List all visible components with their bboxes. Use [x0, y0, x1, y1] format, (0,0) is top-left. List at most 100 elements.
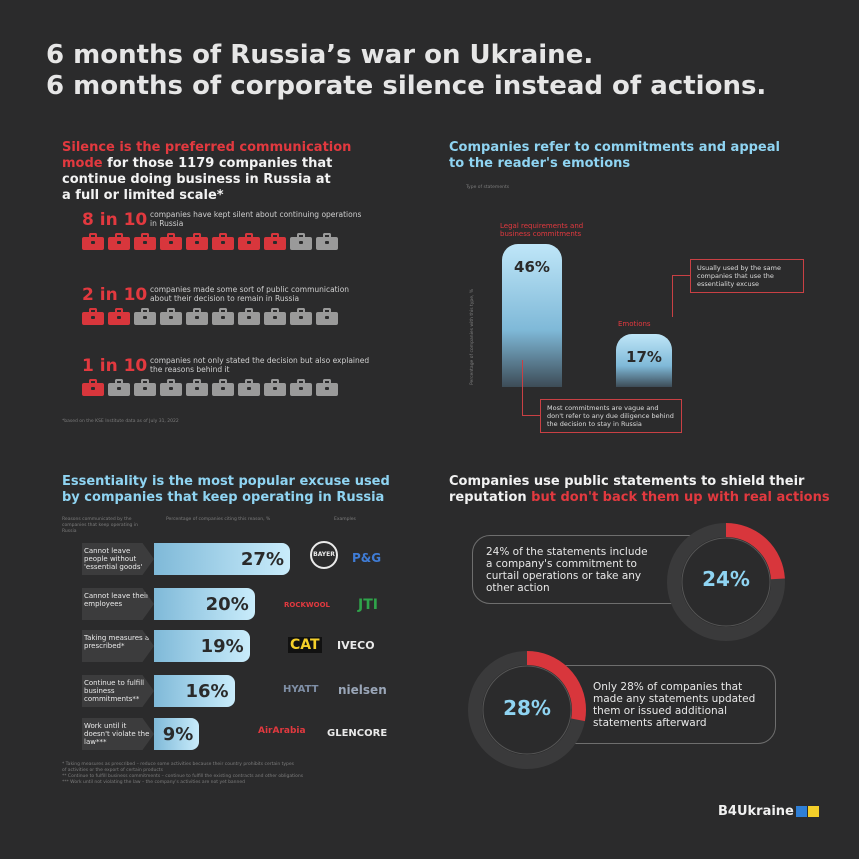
briefcase-group: [82, 233, 338, 250]
example-company-logo: ROCKWOOL: [284, 601, 330, 609]
silence-row-text: companies not only stated the decision b…: [150, 356, 370, 374]
silence-footnote: *based on the KSE Institute data as of J…: [62, 419, 179, 424]
essentiality-footnotes: * Taking measures as prescribed – reduce…: [62, 762, 382, 786]
briefcase-icon: [238, 379, 260, 396]
silence-row-text: companies made some sort of public commu…: [150, 285, 350, 303]
shield-title-white-1: Companies use public statements to shiel…: [449, 474, 805, 489]
callout-essentiality-connector-v: [672, 275, 673, 317]
silence-title-white-1: for those 1179 companies that: [102, 156, 333, 171]
callout-commitments-connector-v: [522, 360, 523, 415]
example-company-logo: JTI: [358, 597, 378, 613]
shield-title-red: but don't back them up with real actions: [526, 490, 830, 505]
stat2-donut: [468, 651, 586, 769]
briefcase-icon: [160, 308, 182, 325]
commitments-title: Companies refer to commitments and appea…: [449, 140, 789, 172]
briefcase-icon: [290, 233, 312, 250]
essentiality-col3: Examples: [334, 517, 356, 522]
briefcase-icon: [134, 233, 156, 250]
commitments-bar-value: 17%: [626, 348, 662, 367]
silence-row-ratio: 8 in 10: [82, 210, 148, 230]
briefcase-icon: [160, 233, 182, 250]
essentiality-col1: Reasons communicated by the companies th…: [62, 517, 138, 534]
silence-row-ratio: 1 in 10: [82, 356, 148, 376]
commitments-chart: 46% Legal requirements and business commi…: [490, 195, 690, 390]
essentiality-bar-value: 20%: [205, 594, 249, 615]
essentiality-reason-label: Work until it doesn't violate the law***: [82, 718, 154, 750]
donut-highlight-arc: [667, 523, 785, 641]
essentiality-bar: 19%: [154, 630, 250, 662]
donut-inner-ring: [681, 537, 771, 627]
briefcase-icon: [186, 379, 208, 396]
commitments-title-2: to the reader's emotions: [449, 156, 631, 171]
essentiality-col2: Percentage of companies citing this reas…: [166, 517, 271, 522]
essentiality-footnote-4: *** Work until not violating the law – t…: [62, 780, 246, 785]
donut-highlight-arc: [468, 651, 586, 769]
briefcase-icon: [108, 233, 130, 250]
essentiality-title-2: by companies that keep operating in Russ…: [62, 490, 385, 505]
briefcase-icon: [264, 308, 286, 325]
commitments-bar: 17%: [616, 334, 672, 387]
example-company-logo: BAYER: [310, 541, 338, 569]
briefcase-icon: [108, 308, 130, 325]
flag-yellow-square: [808, 806, 819, 817]
callout-commitments-connector: [522, 415, 540, 416]
briefcase-icon: [134, 379, 156, 396]
essentiality-bar: 27%: [154, 543, 290, 575]
silence-row: 1 in 10 companies not only stated the dec…: [82, 356, 372, 396]
headline-line-1: 6 months of Russia’s war on Ukraine.: [46, 40, 594, 70]
headline: 6 months of Russia’s war on Ukraine. 6 m…: [46, 40, 766, 102]
briefcase-group: [82, 379, 338, 396]
silence-title-white-3: a full or limited scale*: [62, 188, 224, 203]
briefcase-icon: [264, 233, 286, 250]
silence-title-white-2: continue doing business in Russia at: [62, 172, 331, 187]
briefcase-icon: [264, 379, 286, 396]
silence-title: Silence is the preferred communication m…: [62, 140, 362, 204]
example-company-logo: HYATT: [283, 684, 319, 695]
example-company-logo: nielsen: [338, 683, 387, 697]
silence-row: 2 in 10 companies made some sort of publi…: [82, 285, 372, 325]
essentiality-footnote-3: ** Continue to fulfill business commitme…: [62, 774, 304, 779]
briefcase-icon: [82, 379, 104, 396]
briefcase-icon: [186, 233, 208, 250]
essentiality-reason-label: Continue to fulfill business commitments…: [82, 675, 154, 707]
essentiality-title: Essentiality is the most popular excuse …: [62, 474, 402, 506]
example-company-logo: CAT: [288, 637, 322, 653]
essentiality-bar: 20%: [154, 588, 255, 620]
essentiality-reason-label: Cannot leave people without 'essential g…: [82, 543, 154, 575]
headline-line-2: 6 months of corporate silence instead of…: [46, 71, 767, 101]
briefcase-icon: [134, 308, 156, 325]
brand-logo: B4Ukraine: [718, 804, 794, 819]
donut-inner-ring: [482, 665, 572, 755]
briefcase-icon: [160, 379, 182, 396]
example-company-logo: AirArabia: [258, 726, 306, 736]
essentiality-title-1: Essentiality is the most popular excuse …: [62, 474, 390, 489]
briefcase-icon: [82, 233, 104, 250]
callout-essentiality-connector: [672, 275, 690, 276]
essentiality-bar-value: 16%: [185, 681, 229, 702]
stat2-text: Only 28% of companies that made any stat…: [593, 681, 756, 729]
essentiality-reason-label: Taking measures as prescribed*: [82, 630, 154, 662]
briefcase-icon: [212, 308, 234, 325]
essentiality-reason-label: Cannot leave their employees: [82, 588, 154, 620]
commitments-type-label: Type of statements: [466, 185, 510, 190]
example-company-logo: IVECO: [337, 639, 375, 652]
briefcase-icon: [290, 308, 312, 325]
briefcase-icon: [290, 379, 312, 396]
commitments-title-1: Companies refer to commitments and appea…: [449, 140, 780, 155]
essentiality-bar: 16%: [154, 675, 235, 707]
commitments-category-label: Legal requirements and business commitme…: [500, 222, 584, 239]
briefcase-icon: [316, 233, 338, 250]
briefcase-group: [82, 308, 338, 325]
briefcase-icon: [316, 379, 338, 396]
essentiality-bar-value: 19%: [200, 636, 244, 657]
silence-row-text: companies have kept silent about continu…: [150, 210, 362, 228]
example-company-logo: GLENCORE: [327, 728, 388, 739]
commitments-bar-value: 46%: [514, 258, 550, 277]
silence-title-red: Silence is the preferred communication m…: [62, 140, 352, 171]
callout-essentiality: Usually used by the same companies that …: [690, 259, 804, 293]
flag-blue-square: [796, 806, 807, 817]
essentiality-bar: 9%: [154, 718, 200, 750]
stat1-value: 24%: [702, 567, 750, 591]
shield-title-white-2: reputation: [449, 490, 527, 505]
briefcase-icon: [238, 233, 260, 250]
